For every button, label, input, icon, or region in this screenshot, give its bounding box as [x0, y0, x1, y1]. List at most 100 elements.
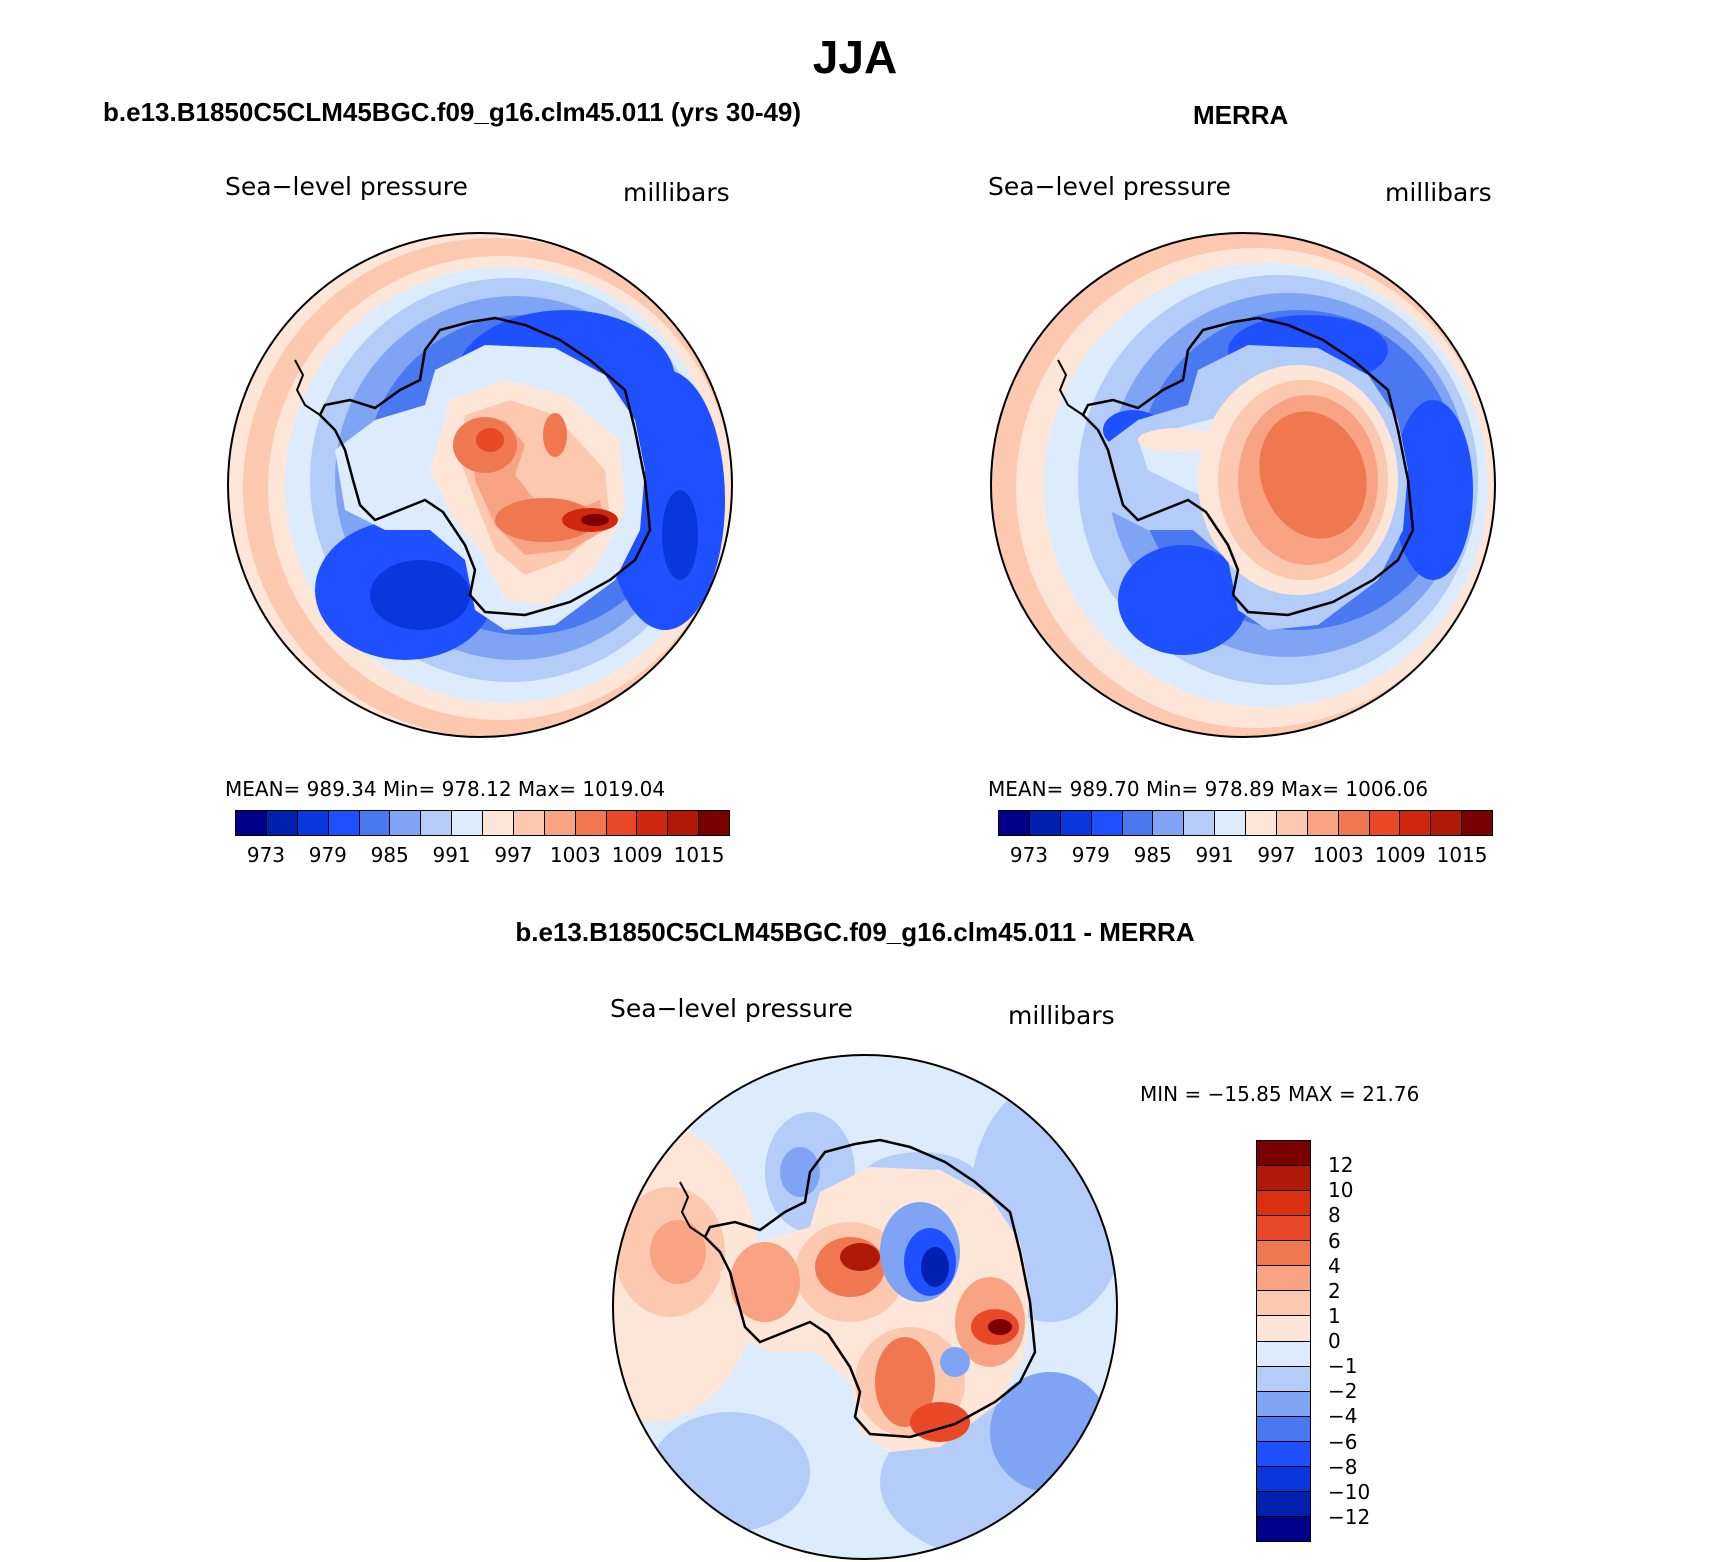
colorbar-swatch — [1257, 1166, 1310, 1192]
colorbar-swatch — [1257, 1491, 1310, 1517]
colorbar-swatch — [452, 811, 483, 835]
colorbar-tick-label: −4 — [1328, 1404, 1358, 1429]
colorbar-swatch — [1246, 811, 1277, 835]
colorbar-swatch — [575, 811, 607, 835]
colorbar-swatch — [1257, 1316, 1310, 1342]
colorbar-tick-label: −12 — [1328, 1504, 1371, 1529]
colorbar-tick-label: −6 — [1328, 1429, 1358, 1454]
colorbar-swatch — [1257, 1391, 1310, 1417]
colorbar-tick-label: 0 — [1328, 1329, 1341, 1353]
panel-2-stats: MEAN= 989.70 Min= 978.89 Max= 1006.06 — [988, 777, 1429, 801]
colorbar-tick-label: 997 — [494, 843, 533, 867]
colorbar-swatch — [637, 811, 669, 835]
colorbar-swatch — [1153, 811, 1185, 835]
colorbar-swatch — [390, 811, 422, 835]
colorbar-tick-label: 2 — [1328, 1278, 1341, 1303]
colorbar-swatch — [1215, 811, 1246, 835]
colorbar-swatch — [1257, 1216, 1310, 1242]
colorbar-tick-label: 979 — [308, 843, 347, 867]
colorbar-swatch — [1257, 1141, 1310, 1167]
colorbar-swatch — [421, 811, 453, 835]
panel-3-colorbar-ticks: 12 10 8 6 4 2 1 0 −1 −2 −4 −6 −8 −10 −12 — [1328, 1140, 1408, 1542]
colorbar-swatch — [1029, 811, 1061, 835]
colorbar-swatch — [1276, 811, 1308, 835]
panel-3-stats: MIN = −15.85 MAX = 21.76 — [1140, 1082, 1420, 1106]
colorbar-swatch — [1257, 1441, 1310, 1467]
colorbar-swatch — [999, 811, 1030, 835]
panel-3-colorbar — [1256, 1140, 1311, 1542]
colorbar-tick-label: 991 — [432, 843, 471, 867]
colorbar-swatch — [606, 811, 638, 835]
colorbar-swatch — [266, 811, 298, 835]
colorbar-swatch — [1257, 1366, 1310, 1392]
colorbar-tick-label: 8 — [1328, 1203, 1341, 1228]
colorbar-swatch — [328, 811, 360, 835]
colorbar-swatch — [1060, 811, 1092, 835]
colorbar-tick-label: −10 — [1328, 1479, 1371, 1504]
panel-1-colorbar-ticks: 973 979 985 991 997 1003 1009 1015 — [235, 843, 730, 869]
colorbar-swatch — [1257, 1516, 1310, 1541]
colorbar-swatch — [1257, 1266, 1310, 1292]
panel-3-units: millibars — [1008, 1001, 1115, 1030]
colorbar-tick-label: 991 — [1195, 843, 1234, 867]
colorbar-tick-label: 1003 — [549, 843, 601, 867]
colorbar-swatch — [1257, 1291, 1310, 1317]
colorbar-tick-label: 1 — [1328, 1303, 1341, 1328]
colorbar-swatch — [359, 811, 391, 835]
colorbar-tick-label: 985 — [1133, 843, 1172, 867]
colorbar-swatch — [1257, 1341, 1310, 1367]
colorbar-tick-label: 10 — [1328, 1178, 1354, 1203]
colorbar-swatch — [483, 811, 514, 835]
colorbar-tick-label: 12 — [1328, 1153, 1354, 1178]
panel-3-title: b.e13.B1850C5CLM45BGC.f09_g16.clm45.011 … — [515, 917, 1195, 947]
panel-3-map — [612, 1054, 1118, 1560]
colorbar-swatch — [1257, 1416, 1310, 1442]
colorbar-tick-label: 973 — [246, 843, 286, 867]
figure-title: JJA — [812, 31, 898, 83]
panel-2-colorbar — [998, 810, 1493, 836]
colorbar-tick-label: −1 — [1328, 1354, 1358, 1379]
colorbar-swatch — [544, 811, 576, 835]
colorbar-tick-label: 1015 — [673, 843, 725, 867]
colorbar-swatch — [1307, 811, 1339, 835]
panel-1-units: millibars — [623, 178, 730, 207]
colorbar-tick-label: 1009 — [611, 843, 663, 867]
colorbar-swatch — [1369, 811, 1401, 835]
panel-1-colorbar — [235, 810, 730, 836]
colorbar-tick-label: 979 — [1071, 843, 1110, 867]
colorbar-tick-label: 6 — [1328, 1228, 1341, 1253]
colorbar-tick-label: 997 — [1257, 843, 1296, 867]
colorbar-swatch — [1257, 1466, 1310, 1492]
colorbar-swatch — [668, 811, 700, 835]
panel-1-variable: Sea−level pressure — [225, 172, 468, 201]
panel-2-map — [990, 232, 1496, 738]
colorbar-swatch — [513, 811, 545, 835]
colorbar-tick-label: 1009 — [1374, 843, 1426, 867]
panel-1-stats: MEAN= 989.34 Min= 978.12 Max= 1019.04 — [225, 777, 666, 801]
panel-2-units: millibars — [1385, 178, 1492, 207]
colorbar-swatch — [1257, 1191, 1310, 1217]
colorbar-swatch — [1257, 1241, 1310, 1267]
panel-2-variable: Sea−level pressure — [988, 172, 1231, 201]
colorbar-swatch — [1091, 811, 1123, 835]
colorbar-tick-label: −2 — [1328, 1379, 1358, 1404]
panel-1-title: b.e13.B1850C5CLM45BGC.f09_g16.clm45.011 … — [103, 97, 802, 127]
colorbar-swatch — [1122, 811, 1154, 835]
colorbar-swatch — [1431, 811, 1463, 835]
colorbar-tick-label: −8 — [1328, 1454, 1358, 1479]
colorbar-swatch — [1400, 811, 1432, 835]
panel-1-map — [227, 232, 733, 738]
colorbar-swatch — [297, 811, 329, 835]
colorbar-tick-label: 985 — [370, 843, 409, 867]
colorbar-swatch — [699, 811, 729, 835]
panel-2-colorbar-ticks: 973 979 985 991 997 1003 1009 1015 — [998, 843, 1493, 869]
colorbar-swatch — [236, 811, 267, 835]
colorbar-swatch — [1462, 811, 1492, 835]
colorbar-tick-label: 973 — [1009, 843, 1049, 867]
colorbar-tick-label: 4 — [1328, 1253, 1341, 1278]
colorbar-swatch — [1184, 811, 1216, 835]
colorbar-swatch — [1338, 811, 1370, 835]
colorbar-tick-label: 1003 — [1312, 843, 1364, 867]
panel-3-variable: Sea−level pressure — [610, 994, 853, 1023]
panel-2-title: MERRA — [1193, 100, 1289, 130]
